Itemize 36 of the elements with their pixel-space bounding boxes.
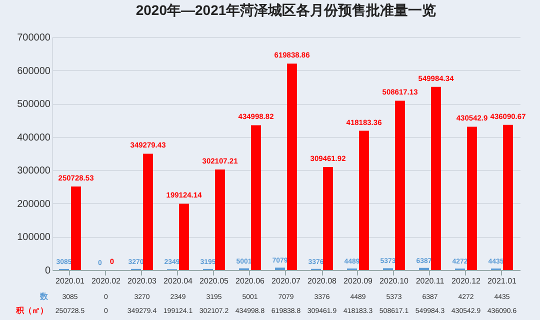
y-tick-label: 500000 (17, 99, 51, 110)
x-tick-label: 2021.01 (488, 276, 518, 286)
y-tick-label: 300000 (17, 166, 51, 177)
bar (467, 126, 477, 270)
x-tick-label: 2020.04 (164, 276, 194, 286)
bar (323, 166, 333, 270)
x-tick-label: 2020.02 (92, 276, 122, 286)
y-tick-label: 100000 (17, 232, 51, 244)
x-tick-label: 2020.09 (344, 276, 374, 286)
x-tick-label: 2020.01 (56, 276, 86, 286)
x-tick-label: 2020.08 (308, 276, 338, 286)
bar (143, 154, 153, 270)
text: 积（㎡） (15, 306, 48, 315)
y-tick-label: 400000 (17, 132, 51, 144)
bar (431, 86, 441, 270)
bar (503, 124, 513, 270)
text: 数 (39, 292, 49, 301)
bar (395, 100, 405, 270)
x-tick-label: 2020.06 (236, 276, 266, 286)
bar (251, 125, 261, 270)
y-tick-label: 600000 (17, 66, 51, 77)
x-tick-label: 2020.03 (128, 276, 158, 286)
bar (287, 64, 297, 270)
x-tick-label: 2020.05 (200, 276, 230, 286)
bar (179, 204, 189, 270)
y-tick-label: 0 (44, 266, 51, 276)
y-tick-label: 200000 (17, 198, 51, 210)
y-tick-label: 700000 (17, 32, 51, 44)
x-tick-label: 2020.11 (416, 276, 445, 286)
x-tick-label: 2020.12 (452, 276, 482, 286)
x-tick-label: 2020.10 (380, 276, 410, 286)
bar (71, 186, 81, 270)
x-tick-label: 2020.07 (272, 276, 302, 286)
bar (215, 169, 225, 270)
bar (359, 130, 369, 270)
chart-title: 2020年—2021年菏泽城区各月份预售批准量一览 (136, 2, 436, 18)
